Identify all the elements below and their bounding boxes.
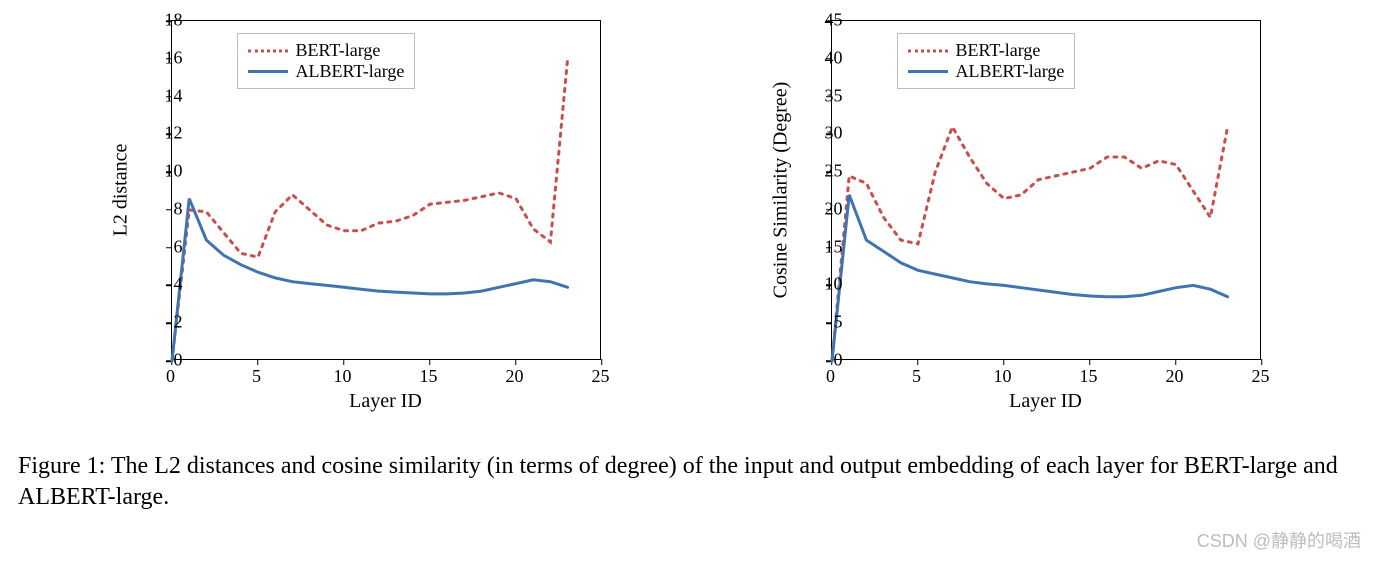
albert-line (172, 199, 568, 361)
x-tick-label: 15 (420, 366, 438, 387)
legend-label-albert: ALBERT-large (296, 61, 405, 82)
x-tick-label: 15 (1080, 366, 1098, 387)
albert-line (832, 195, 1228, 361)
y-tick-label: 14 (165, 85, 183, 106)
y-tick-label: 12 (165, 123, 183, 144)
legend-item-albert: ALBERT-large (248, 61, 405, 82)
legend-label-bert: BERT-large (956, 40, 1041, 61)
y-tick-label: 20 (825, 198, 843, 219)
y-tick-label: 10 (825, 274, 843, 295)
legend-swatch-bert (908, 50, 948, 52)
left-y-axis-label: L2 distance (109, 144, 132, 237)
bert-line (832, 127, 1228, 361)
y-tick-label: 10 (165, 161, 183, 182)
y-tick-label: 4 (174, 274, 183, 295)
legend-label-bert: BERT-large (296, 40, 381, 61)
x-tick-label: 10 (994, 366, 1012, 387)
x-tick-label: 0 (826, 366, 835, 387)
watermark: CSDN @静静的喝酒 (1197, 527, 1361, 553)
y-tick-label: 15 (825, 236, 843, 257)
y-tick-label: 8 (174, 198, 183, 219)
legend-swatch-albert (908, 70, 948, 73)
figure-container: BERT-largeALBERT-large 02468101214161805… (0, 0, 1381, 360)
legend-swatch-bert (248, 50, 288, 52)
y-tick-label: 30 (825, 123, 843, 144)
right-y-axis-label: Cosine Similarity (Degree) (769, 82, 792, 299)
figure-caption: Figure 1: The L2 distances and cosine si… (18, 451, 1363, 513)
legend-item-bert: BERT-large (908, 40, 1065, 61)
y-tick-label: 6 (174, 236, 183, 257)
x-tick-label: 5 (912, 366, 921, 387)
left-x-axis-label: Layer ID (349, 390, 422, 413)
y-tick-label: 35 (825, 85, 843, 106)
y-tick-label: 5 (834, 312, 843, 333)
x-tick-label: 25 (592, 366, 610, 387)
y-tick-label: 2 (174, 312, 183, 333)
y-tick-label: 16 (165, 47, 183, 68)
x-tick-label: 20 (506, 366, 524, 387)
y-tick-label: 25 (825, 161, 843, 182)
right-chart: BERT-largeALBERT-large 05101520253035404… (741, 20, 1281, 360)
legend-label-albert: ALBERT-large (956, 61, 1065, 82)
left-plot-area: BERT-largeALBERT-large (171, 20, 601, 360)
y-tick-label: 18 (165, 10, 183, 31)
right-x-axis-label: Layer ID (1009, 390, 1082, 413)
legend-item-bert: BERT-large (248, 40, 405, 61)
y-tick-label: 45 (825, 10, 843, 31)
bert-line (172, 59, 568, 361)
legend-item-albert: ALBERT-large (908, 61, 1065, 82)
legend: BERT-largeALBERT-large (237, 33, 416, 89)
x-tick-label: 0 (166, 366, 175, 387)
legend: BERT-largeALBERT-large (897, 33, 1076, 89)
x-tick-label: 20 (1166, 366, 1184, 387)
legend-swatch-albert (248, 70, 288, 73)
x-tick-label: 5 (252, 366, 261, 387)
y-tick-label: 40 (825, 47, 843, 68)
left-chart: BERT-largeALBERT-large 02468101214161805… (101, 20, 621, 360)
x-tick-label: 10 (334, 366, 352, 387)
x-tick-label: 25 (1252, 366, 1270, 387)
right-plot-area: BERT-largeALBERT-large (831, 20, 1261, 360)
